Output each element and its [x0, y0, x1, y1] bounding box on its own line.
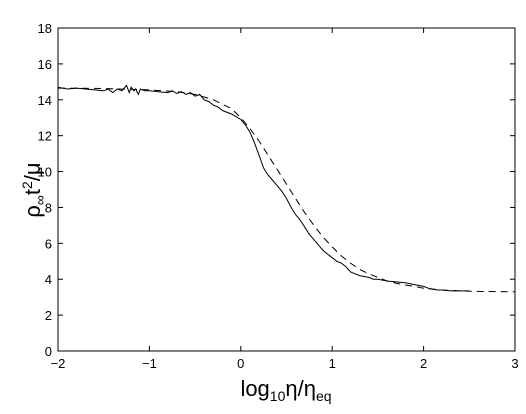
y-tick-label: 14: [38, 93, 52, 108]
y-tick-label: 4: [45, 272, 52, 287]
y-tick-label: 12: [38, 129, 52, 144]
y-tick-label: 6: [45, 236, 52, 251]
x-tick-label: 2: [420, 356, 427, 371]
y-tick-label: 10: [38, 165, 52, 180]
x-tick-label: −2: [51, 356, 66, 371]
series-layer: [57, 84, 516, 293]
x-axis-label: log10η/ηeq: [240, 376, 331, 404]
y-tick-label: 8: [45, 200, 52, 215]
y-axis-label: ρ∞t2/μ: [19, 162, 48, 217]
y-tick-label: 0: [45, 344, 52, 359]
y-tick-label: 2: [45, 308, 52, 323]
y-tick-label: 18: [38, 21, 52, 36]
y-tick-label: 16: [38, 57, 52, 72]
series-dashed-line: [57, 87, 516, 293]
x-tick-label: 3: [511, 356, 518, 371]
plot-frame: [57, 27, 516, 352]
x-tick-label: −1: [142, 356, 157, 371]
x-tick-label: 0: [237, 356, 244, 371]
x-tick-label: 1: [329, 356, 336, 371]
